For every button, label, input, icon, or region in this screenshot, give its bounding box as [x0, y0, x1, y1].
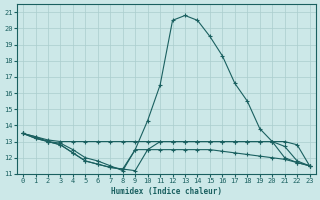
X-axis label: Humidex (Indice chaleur): Humidex (Indice chaleur) — [111, 187, 222, 196]
